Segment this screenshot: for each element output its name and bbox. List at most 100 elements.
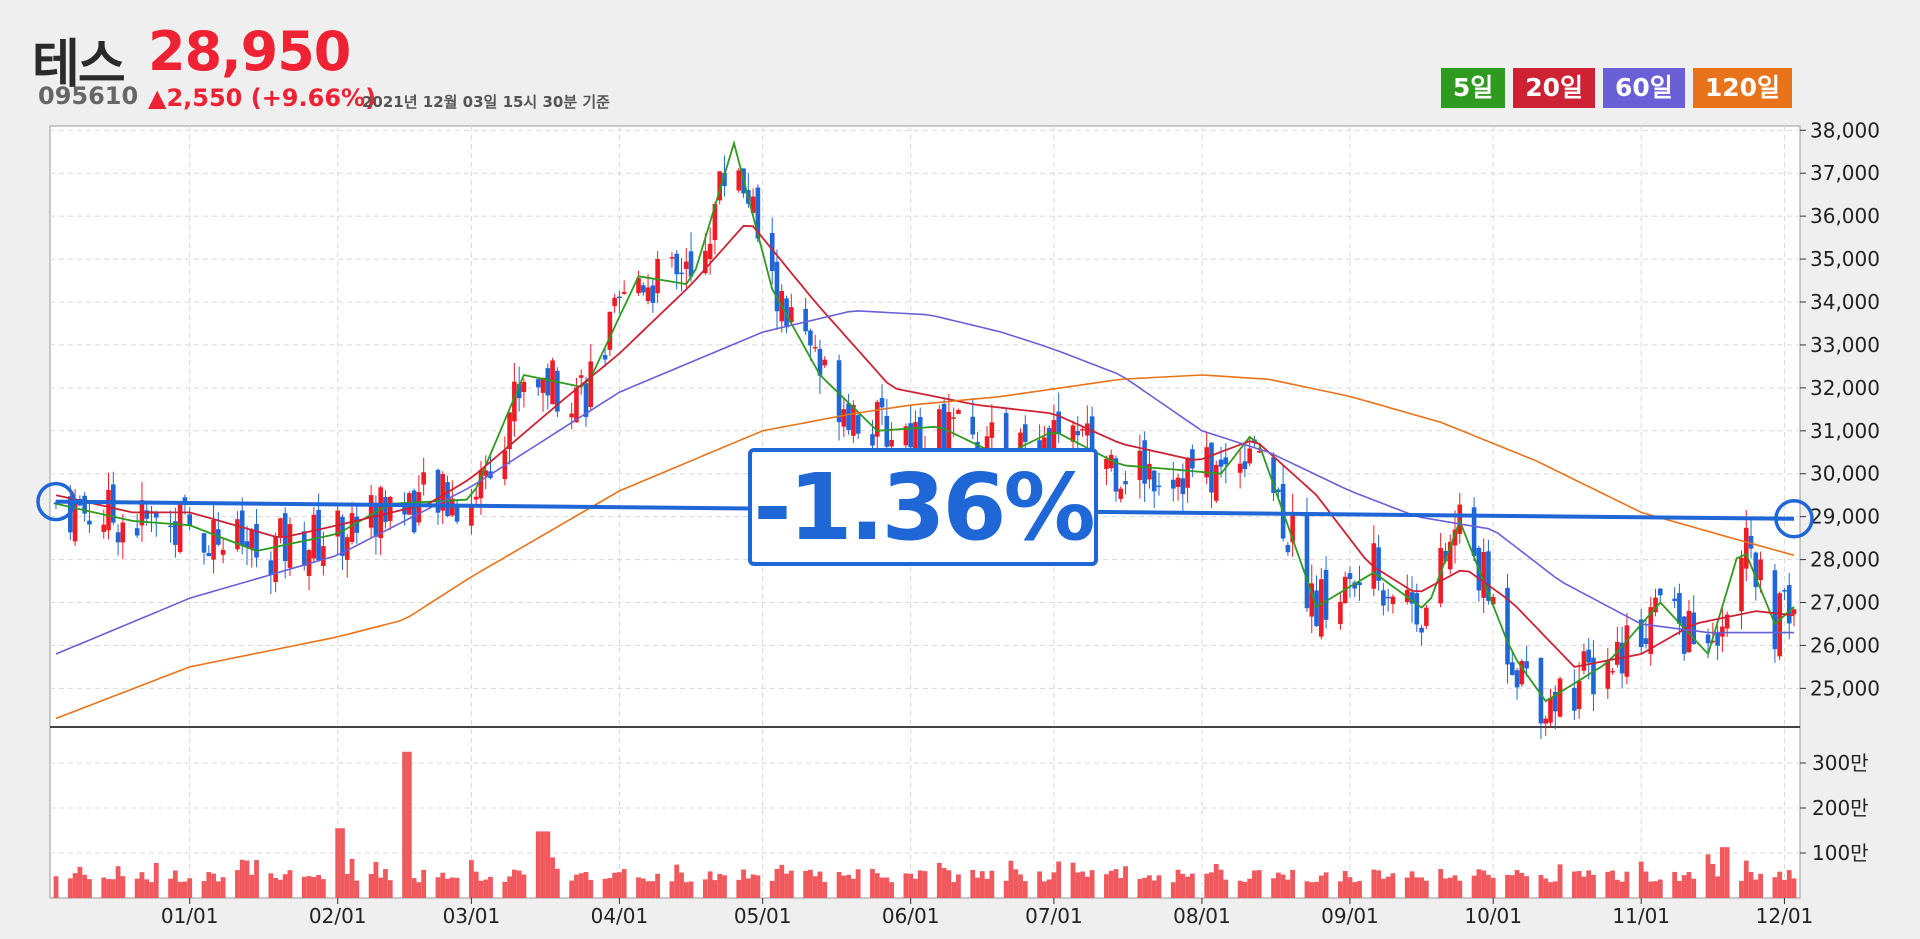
candle-body bbox=[435, 469, 441, 513]
volume-bar bbox=[440, 872, 446, 898]
volume-bar bbox=[1691, 878, 1697, 898]
candle-body bbox=[1557, 678, 1563, 717]
legend-ma20[interactable]: 20일 bbox=[1513, 68, 1596, 108]
volume-bar bbox=[1342, 870, 1348, 898]
candle-body bbox=[311, 514, 317, 559]
volume-bar bbox=[101, 877, 107, 898]
price-tick-label: 33,000 bbox=[1810, 333, 1880, 357]
candle-body bbox=[1715, 632, 1720, 646]
candle-body bbox=[1170, 479, 1176, 489]
candle-body bbox=[1419, 627, 1424, 633]
volume-bar bbox=[569, 880, 575, 898]
candle-body bbox=[1686, 610, 1692, 653]
volume-bar bbox=[249, 874, 255, 898]
candle-body bbox=[1486, 551, 1491, 601]
candle-body bbox=[340, 516, 345, 556]
candle-body bbox=[712, 203, 718, 241]
candle-body bbox=[1490, 596, 1496, 605]
candle-body bbox=[1691, 612, 1697, 645]
candle-body bbox=[1185, 457, 1190, 488]
candle-body bbox=[903, 426, 909, 446]
volume-bar bbox=[1624, 871, 1630, 898]
volume-bar bbox=[1509, 875, 1515, 898]
candle-body bbox=[1605, 660, 1611, 689]
volume-bar bbox=[502, 881, 508, 898]
candle-body bbox=[989, 422, 995, 438]
candle-body bbox=[1319, 579, 1324, 637]
candle-body bbox=[82, 495, 87, 514]
volume-bar bbox=[1505, 874, 1510, 898]
candle-body bbox=[674, 253, 680, 275]
volume-bar bbox=[741, 869, 746, 898]
candle-body bbox=[669, 257, 675, 259]
volume-bar bbox=[707, 871, 713, 898]
legend-ma5[interactable]: 5일 bbox=[1440, 68, 1506, 108]
volume-bar bbox=[683, 882, 689, 898]
volume-bar bbox=[1247, 878, 1253, 898]
candle-body bbox=[602, 355, 608, 360]
candle-body bbox=[287, 524, 293, 568]
volume-bar bbox=[421, 869, 427, 898]
volume-bar bbox=[1486, 874, 1491, 898]
volume-bar bbox=[1113, 869, 1119, 898]
volume-bar bbox=[387, 880, 393, 898]
volume-bar bbox=[1423, 880, 1429, 898]
candle-body bbox=[1681, 616, 1687, 654]
volume-bar bbox=[1443, 878, 1448, 898]
candle-body bbox=[187, 514, 192, 526]
volume-bar bbox=[115, 866, 121, 898]
volume-bar bbox=[936, 862, 942, 898]
volume-bar bbox=[1591, 874, 1596, 898]
volume-bar bbox=[1170, 882, 1176, 898]
volume-bar bbox=[535, 831, 541, 898]
volume-bar bbox=[516, 870, 522, 898]
volume-bar bbox=[1123, 866, 1128, 898]
candle-body bbox=[440, 474, 446, 511]
volume-tick-label: 100만 bbox=[1812, 841, 1869, 865]
candle-body bbox=[970, 416, 976, 435]
candle-body bbox=[1509, 662, 1515, 675]
candle-body bbox=[607, 311, 613, 350]
candle-body bbox=[87, 520, 92, 525]
volume-tick-label: 200만 bbox=[1812, 796, 1869, 820]
candle-body bbox=[177, 504, 183, 553]
candle-body bbox=[516, 384, 522, 399]
candle-body bbox=[1276, 489, 1281, 493]
candle-body bbox=[808, 330, 813, 346]
volume-bar bbox=[650, 881, 656, 898]
legend-ma60[interactable]: 60일 bbox=[1603, 68, 1685, 108]
volume-bar bbox=[812, 876, 818, 898]
candle-body bbox=[168, 525, 173, 528]
volume-bar bbox=[612, 872, 618, 898]
volume-bar bbox=[1003, 880, 1009, 898]
volume-bar bbox=[1457, 880, 1463, 898]
legend-ma120[interactable]: 120일 bbox=[1692, 68, 1792, 108]
time-tick-label: 12/01 bbox=[1756, 904, 1814, 928]
candle-body bbox=[1791, 609, 1797, 615]
volume-bar bbox=[1318, 875, 1324, 898]
candle-body bbox=[774, 261, 780, 312]
candle-body bbox=[1643, 638, 1649, 644]
volume-bar bbox=[1338, 881, 1343, 898]
candle-body bbox=[1209, 442, 1214, 493]
volume-bar bbox=[774, 868, 780, 898]
candle-body bbox=[1123, 481, 1128, 485]
volume-bar bbox=[1051, 872, 1057, 898]
volume-bar bbox=[378, 877, 384, 898]
volume-bar bbox=[736, 879, 742, 898]
volume-bar bbox=[120, 876, 126, 898]
volume-bar bbox=[1710, 864, 1716, 898]
candle-body bbox=[235, 519, 240, 550]
volume-bar bbox=[268, 873, 274, 898]
candle-body bbox=[120, 522, 126, 543]
volume-bar bbox=[1242, 881, 1248, 898]
volume-bar bbox=[1772, 877, 1778, 898]
volume-bar bbox=[817, 871, 823, 898]
candle-body bbox=[1285, 544, 1291, 553]
volume-bar bbox=[545, 831, 551, 898]
volume-bar bbox=[1108, 870, 1114, 898]
volume-bar bbox=[674, 864, 680, 898]
volume-bar bbox=[1022, 881, 1028, 898]
volume-bar bbox=[435, 877, 441, 898]
candle-body bbox=[1046, 428, 1052, 449]
